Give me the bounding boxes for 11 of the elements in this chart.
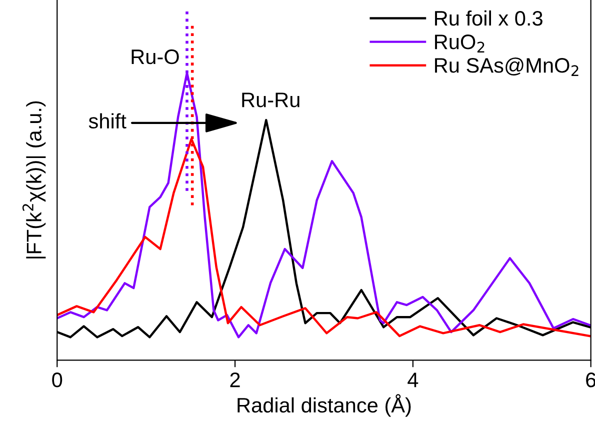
- legend-label: RuO$_{2}$: [435, 34, 484, 52]
- legend-label: Ru SAs@MnO$_{2}$: [435, 57, 578, 76]
- annotation: shift: [88, 113, 126, 129]
- x-axis-title: Radial distance (Å): [238, 394, 411, 417]
- x-tick-label: 4: [408, 372, 418, 388]
- annotation: Ru-Ru: [242, 92, 300, 108]
- legend-label: Ru foil x 0.3: [435, 10, 542, 26]
- text: Ru-O: [132, 49, 179, 64]
- x-tick-label: 0: [52, 372, 62, 388]
- y-axis-title: |FT(k$^{2}$χ(k))| (a.u.): [22, 101, 46, 258]
- x-tick-label: 2: [230, 372, 240, 388]
